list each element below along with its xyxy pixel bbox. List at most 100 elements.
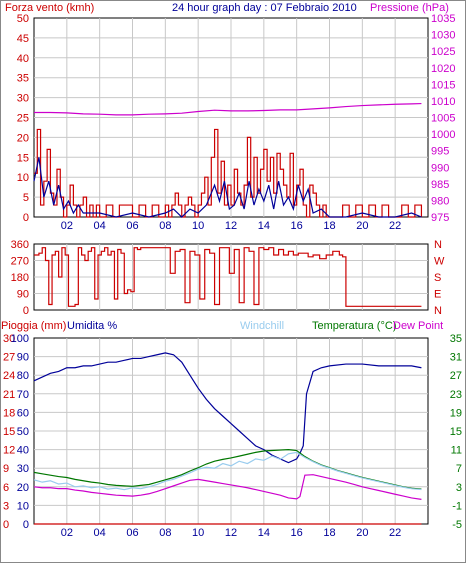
rain-y-tick: 30 — [3, 333, 15, 345]
wind-y-tick: 25 — [17, 113, 29, 125]
dewpoint-axis-title: Dew Point — [393, 320, 443, 332]
pressure-y-tick: 975 — [431, 212, 449, 224]
rain-y-tick: 27 — [3, 352, 15, 364]
wind-pressure-x-tick: 08 — [159, 220, 171, 232]
wind-y-tick: 5 — [23, 192, 29, 204]
humidity-y-tick: 80 — [17, 370, 29, 382]
wind-y-tick: 30 — [17, 93, 29, 105]
temperature-y-tick: 7 — [456, 463, 462, 475]
humidity-temperature-x-tick: 18 — [323, 527, 335, 539]
temperature-y-tick: 15 — [450, 426, 462, 438]
humidity-y-tick: 10 — [17, 500, 29, 512]
humidity-y-tick: 20 — [17, 482, 29, 494]
humidity-y-tick: 60 — [17, 407, 29, 419]
direction-compass-tick: E — [434, 289, 441, 301]
rain-axis-title: Pioggia (mm) — [1, 320, 66, 332]
temperature-y-tick: -1 — [452, 500, 462, 512]
wind-pressure-x-tick: 02 — [61, 220, 73, 232]
humidity-y-tick: 90 — [17, 352, 29, 364]
wind-y-tick: 10 — [17, 172, 29, 184]
series-line-dew-point — [33, 474, 422, 500]
humidity-temperature-x-tick: 04 — [94, 527, 106, 539]
direction-compass-tick: W — [434, 256, 445, 268]
rain-y-tick: 0 — [3, 519, 9, 531]
humidity-y-tick: 100 — [11, 333, 29, 345]
humidity-y-tick: 0 — [23, 519, 29, 531]
humidity-temperature-x-tick: 16 — [291, 527, 303, 539]
series-line-pressure — [34, 102, 422, 116]
direction-y-tick: 270 — [11, 256, 29, 268]
rain-y-tick: 12 — [3, 445, 15, 457]
wind-y-tick: 35 — [17, 73, 29, 85]
temperature-axis-title: Temperatura (°C) — [312, 320, 396, 332]
temperature-y-tick: 11 — [451, 445, 462, 457]
pressure-y-tick: 995 — [431, 146, 449, 158]
wind-y-tick: 50 — [17, 13, 29, 25]
pressure-y-tick: 985 — [431, 179, 449, 191]
wind-pressure-x-tick: 04 — [94, 220, 106, 232]
wind-pressure-x-tick: 10 — [192, 220, 204, 232]
wind-y-tick: 15 — [17, 152, 29, 164]
series-line-windchill — [33, 451, 422, 491]
wind-pressure-x-tick: 12 — [225, 220, 237, 232]
direction-compass-tick: S — [434, 272, 441, 284]
series-line-umidita — [33, 352, 422, 464]
humidity-temperature-x-tick: 02 — [61, 527, 73, 539]
humidity-axis-title: Umidita % — [67, 320, 117, 332]
direction-compass-tick: N — [434, 305, 442, 317]
temperature-y-tick: 35 — [450, 333, 462, 345]
wind-y-tick: 0 — [23, 212, 29, 224]
humidity-y-tick: 30 — [17, 463, 29, 475]
direction-y-tick: 360 — [11, 239, 29, 251]
humidity-temperature-x-tick: 10 — [192, 527, 204, 539]
pressure-y-tick: 990 — [431, 162, 449, 174]
pressure-y-tick: 980 — [431, 195, 449, 207]
pressure-y-tick: 1005 — [431, 113, 455, 125]
pressure-y-tick: 1035 — [431, 13, 455, 25]
humidity-y-tick: 50 — [17, 426, 29, 438]
wind-pressure-x-tick: 16 — [291, 220, 303, 232]
humidity-temperature-x-tick: 06 — [126, 527, 138, 539]
rain-y-tick: 3 — [3, 500, 9, 512]
humidity-temperature-x-tick: 22 — [389, 527, 401, 539]
temperature-y-tick: 31 — [450, 352, 462, 364]
pressure-y-tick: 1010 — [431, 96, 455, 108]
pressure-y-tick: 1015 — [431, 79, 455, 91]
rain-y-tick: 24 — [3, 370, 15, 382]
windchill-legend: Windchill — [240, 320, 284, 332]
humidity-temperature-x-tick: 14 — [258, 527, 270, 539]
rain-y-tick: 18 — [3, 407, 15, 419]
humidity-y-tick: 70 — [17, 389, 29, 401]
humidity-temperature-x-tick: 12 — [225, 527, 237, 539]
pressure-y-tick: 1020 — [431, 63, 455, 75]
rain-y-tick: 15 — [3, 426, 15, 438]
wind-pressure-x-tick: 18 — [323, 220, 335, 232]
rain-y-tick: 6 — [3, 482, 9, 494]
humidity-temperature-x-tick: 08 — [159, 527, 171, 539]
wind-pressure-x-tick: 06 — [126, 220, 138, 232]
temperature-y-tick: -5 — [452, 519, 462, 531]
page-title: 24 hour graph day : 07 Febbraio 2010 — [172, 2, 357, 14]
series-line-wind-direction — [34, 247, 422, 307]
direction-compass-tick: N — [434, 239, 442, 251]
direction-y-tick: 0 — [23, 305, 29, 317]
wind-pressure-x-tick: 14 — [258, 220, 270, 232]
pressure-y-tick: 1030 — [431, 30, 455, 42]
wind-y-tick: 40 — [17, 53, 29, 65]
humidity-y-tick: 40 — [17, 445, 29, 457]
series-line-wind-average — [33, 157, 422, 218]
wind-pressure-x-tick: 20 — [356, 220, 368, 232]
wind-pressure-x-tick: 22 — [389, 220, 401, 232]
temperature-y-tick: 23 — [450, 389, 462, 401]
pressure-y-tick: 1025 — [431, 46, 455, 58]
direction-y-tick: 180 — [11, 272, 29, 284]
humidity-temperature-x-tick: 20 — [356, 527, 368, 539]
temperature-y-tick: 3 — [456, 482, 462, 494]
temperature-y-tick: 27 — [450, 370, 462, 382]
wind-axis-title: Forza vento (kmh) — [5, 2, 94, 14]
rain-y-tick: 9 — [3, 463, 9, 475]
pressure-y-tick: 1000 — [431, 129, 455, 141]
temperature-y-tick: 19 — [450, 407, 462, 419]
